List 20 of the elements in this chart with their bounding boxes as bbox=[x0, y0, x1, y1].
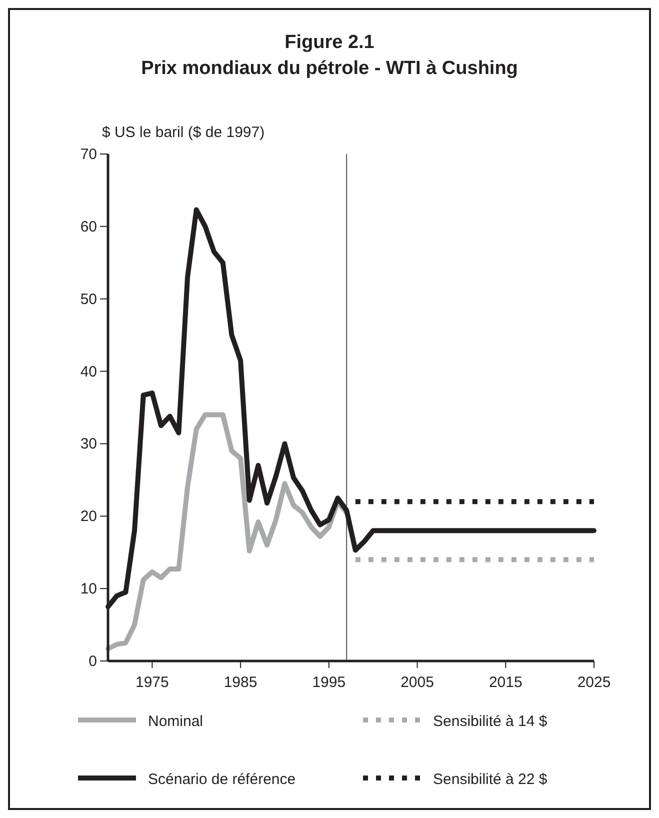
chart-title: Figure 2.1 Prix mondiaux du pétrole - WTI à Cushing bbox=[141, 32, 518, 79]
y-tick-label: 10 bbox=[80, 580, 97, 598]
y-tick-label: 20 bbox=[80, 508, 97, 526]
x-tick-label: 1985 bbox=[224, 674, 258, 691]
x-tick-label: 2025 bbox=[577, 674, 611, 691]
x-tick-label: 1975 bbox=[135, 674, 169, 691]
legend-label: Nominal bbox=[148, 713, 204, 730]
x-tick-label: 2005 bbox=[400, 674, 434, 691]
y-tick-label: 50 bbox=[80, 290, 97, 308]
y-tick-label: 0 bbox=[88, 653, 97, 670]
legend-label: Sensibilité à 22 $ bbox=[433, 771, 548, 788]
y-axis-title: $ US le baril ($ de 1997) bbox=[102, 124, 265, 141]
legend-label: Scénario de référence bbox=[148, 771, 296, 788]
y-tick-label: 40 bbox=[80, 363, 97, 380]
x-tick-label: 1995 bbox=[312, 674, 346, 691]
x-tick-label: 2015 bbox=[488, 674, 522, 691]
y-tick-label: 70 bbox=[80, 146, 97, 163]
legend-label: Sensibilité à 14 $ bbox=[433, 713, 548, 730]
y-tick-label: 30 bbox=[80, 436, 97, 453]
y-tick-label: 60 bbox=[80, 218, 97, 236]
